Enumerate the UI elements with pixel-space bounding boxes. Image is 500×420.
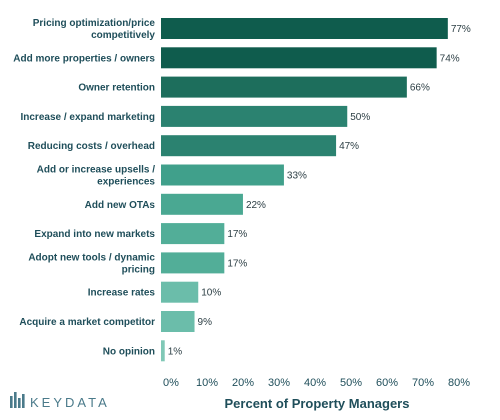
bar (161, 164, 284, 186)
x-tick-label: 60% (376, 377, 398, 389)
category-label: Add or increase upsells / experiences (37, 165, 156, 188)
x-tick-label: 50% (340, 377, 362, 389)
category-label: Increase rates (88, 288, 156, 299)
value-label: 22% (246, 200, 266, 211)
x-tick-label: 30% (268, 377, 290, 389)
value-label: 9% (198, 317, 213, 328)
category-label: Adopt new tools / dynamic pricing (28, 252, 155, 275)
bar (161, 135, 337, 157)
category-label: Acquire a market competitor (19, 317, 155, 328)
category-label: Owner retention (78, 83, 155, 94)
bar (161, 193, 243, 215)
x-axis-title: Percent of Property Managers (225, 396, 410, 411)
x-tick-label: 10% (196, 377, 218, 389)
bar (161, 340, 165, 362)
bar (161, 105, 348, 127)
value-label: 10% (201, 288, 221, 299)
keydata-logo: KEYDATA (10, 392, 110, 410)
value-label: 74% (440, 53, 460, 64)
category-label: Pricing optimization/price competitively (33, 18, 156, 41)
x-tick-label: 20% (232, 377, 254, 389)
category-label: Increase / expand marketing (20, 112, 155, 123)
bar (161, 311, 195, 332)
value-label: 66% (410, 83, 430, 94)
x-tick-label: 40% (304, 377, 326, 389)
x-tick-label: 80% (448, 377, 470, 389)
x-axis-ticks: 0% 10% 20% 30% 40% 50% 60% 70% 80% (163, 377, 470, 389)
bar (161, 47, 437, 69)
value-label: 17% (227, 258, 247, 269)
bars (161, 18, 448, 362)
bar (161, 18, 448, 39)
bar-chart-icon (10, 392, 25, 408)
x-tick-label: 70% (412, 377, 434, 389)
value-label: 1% (168, 346, 183, 357)
bar (161, 281, 199, 303)
value-label: 33% (287, 171, 307, 182)
bar (161, 252, 225, 274)
value-label: 50% (350, 112, 370, 123)
bar (161, 223, 225, 245)
category-label: Expand into new markets (34, 229, 155, 240)
category-label: Add more properties / owners (13, 53, 155, 64)
value-label: 47% (339, 141, 359, 152)
value-label: 77% (451, 24, 471, 35)
category-labels: Pricing optimization/price competitively A… (13, 18, 155, 357)
value-labels: 77% 74% 66% 50% 47% 33% 22% 17% 17% 10% 9% 1% (168, 24, 471, 357)
category-label: No opinion (103, 346, 155, 357)
category-label: Reducing costs / overhead (28, 141, 155, 152)
value-label: 17% (227, 229, 247, 240)
category-label: Add new OTAs (85, 200, 156, 211)
bar (161, 76, 407, 98)
logo-wordmark: KEYDATA (30, 395, 110, 410)
x-tick-label: 0% (163, 377, 179, 389)
